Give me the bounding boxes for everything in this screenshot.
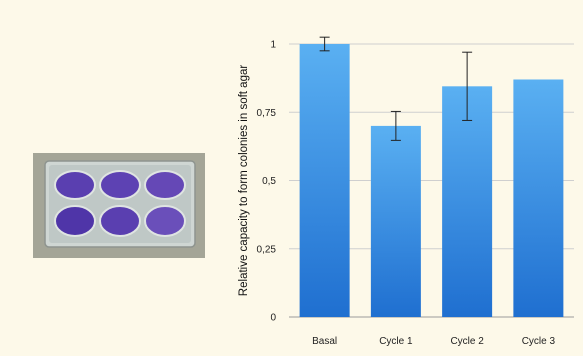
y-tick-label: 0 [270, 313, 276, 324]
y-tick-label: 0,75 [257, 108, 277, 119]
y-tick-label: 0,5 [262, 176, 276, 187]
well-plate-photo [33, 153, 205, 258]
error-bar [462, 51, 473, 121]
bar-basal [299, 44, 350, 317]
x-category-label: Cycle 2 [450, 336, 484, 347]
y-tick-label: 0,25 [257, 244, 277, 255]
error-bars [319, 36, 473, 141]
bar-cycle-2 [442, 86, 493, 317]
y-tick-label: 1 [270, 40, 276, 51]
y-tick-labels: 0 0,25 0,5 0,75 1 [257, 40, 277, 324]
x-category-labels: Basal Cycle 1 Cycle 2 Cycle 3 [312, 336, 555, 347]
error-bar [390, 110, 401, 141]
error-bar [319, 36, 330, 52]
x-category-label: Cycle 3 [522, 336, 556, 347]
x-category-label: Cycle 1 [379, 336, 413, 347]
wells [54, 170, 186, 237]
y-axis-label: Relative capacity to form colonies in so… [238, 65, 250, 297]
well-plate-image [33, 153, 205, 258]
x-category-label: Basal [312, 336, 337, 347]
bar-cycle-3 [513, 79, 564, 318]
bar-cycle-1 [370, 125, 421, 318]
bars [299, 44, 564, 318]
